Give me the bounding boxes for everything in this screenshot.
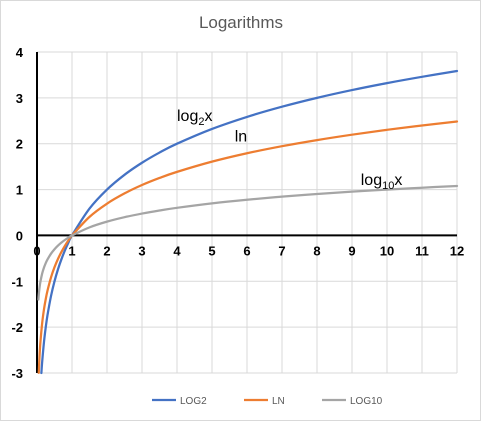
x-tick-label: 6 (243, 243, 250, 258)
legend: LOG2 LN LOG10 (152, 396, 383, 407)
x-tick-label: 8 (313, 243, 320, 258)
series-line-log2 (40, 69, 459, 375)
legend-label-ln: LN (272, 396, 285, 407)
series-line-log10 (37, 184, 459, 301)
y-tick-label: 2 (16, 137, 23, 152)
series-lines (37, 69, 459, 375)
y-tick-label: -1 (11, 274, 23, 289)
x-tick-label: 4 (173, 243, 181, 258)
curve-annotation: ln (235, 128, 247, 145)
chart-title: Logarithms (199, 13, 283, 32)
y-tick-label: 1 (16, 183, 23, 198)
curve-annotation: log2x (177, 108, 212, 128)
y-tick-label: -3 (11, 366, 23, 381)
legend-label-log2: LOG2 (180, 396, 207, 407)
x-tick-label: 3 (138, 243, 145, 258)
x-tick-label: 12 (450, 243, 464, 258)
y-tick-label: 4 (16, 45, 24, 60)
x-tick-label: 2 (103, 243, 110, 258)
x-tick-label: 11 (415, 243, 429, 258)
axes (36, 52, 457, 373)
y-tick-label: -2 (11, 320, 23, 335)
legend-label-log10: LOG10 (350, 396, 383, 407)
x-tick-label: 10 (380, 243, 394, 258)
y-tick-label: 3 (16, 91, 23, 106)
x-tick-label: 7 (278, 243, 285, 258)
x-tick-label: 0 (33, 243, 40, 258)
x-tick-label: 9 (348, 243, 355, 258)
x-tick-label: 5 (208, 243, 215, 258)
gridlines (37, 51, 458, 374)
curve-annotation: log10x (361, 172, 403, 192)
x-tick-label: 1 (68, 243, 75, 258)
annotations: log2x ln log10x (177, 108, 402, 192)
y-tick-label: 0 (16, 228, 23, 243)
series-line-ln (37, 120, 459, 374)
